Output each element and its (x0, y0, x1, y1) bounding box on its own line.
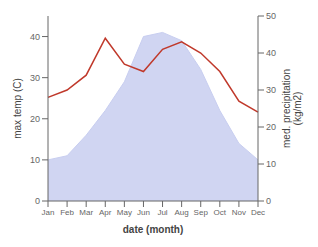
svg-text:Jun: Jun (137, 208, 150, 217)
svg-text:10: 10 (266, 159, 276, 169)
svg-text:date (month): date (month) (123, 224, 184, 235)
svg-text:Aug: Aug (175, 208, 189, 217)
svg-text:Jan: Jan (42, 208, 55, 217)
svg-text:40: 40 (266, 48, 276, 58)
svg-text:50: 50 (266, 11, 276, 21)
svg-text:Dec: Dec (251, 208, 265, 217)
svg-text:Nov: Nov (232, 208, 246, 217)
svg-text:Sep: Sep (194, 208, 209, 217)
svg-text:30: 30 (30, 73, 40, 83)
svg-text:0: 0 (35, 196, 40, 206)
svg-text:40: 40 (30, 32, 40, 42)
svg-text:Feb: Feb (60, 208, 74, 217)
svg-text:Jul: Jul (157, 208, 167, 217)
svg-text:Mar: Mar (79, 208, 93, 217)
svg-text:0: 0 (266, 196, 271, 206)
svg-text:med. precipitation(kg/m2): med. precipitation(kg/m2) (281, 69, 303, 148)
svg-text:20: 20 (30, 114, 40, 124)
svg-text:max temp (C): max temp (C) (12, 78, 23, 139)
svg-text:Oct: Oct (214, 208, 227, 217)
svg-text:10: 10 (30, 155, 40, 165)
svg-text:Apr: Apr (99, 208, 112, 217)
svg-text:May: May (117, 208, 132, 217)
svg-text:30: 30 (266, 85, 276, 95)
svg-text:20: 20 (266, 122, 276, 132)
